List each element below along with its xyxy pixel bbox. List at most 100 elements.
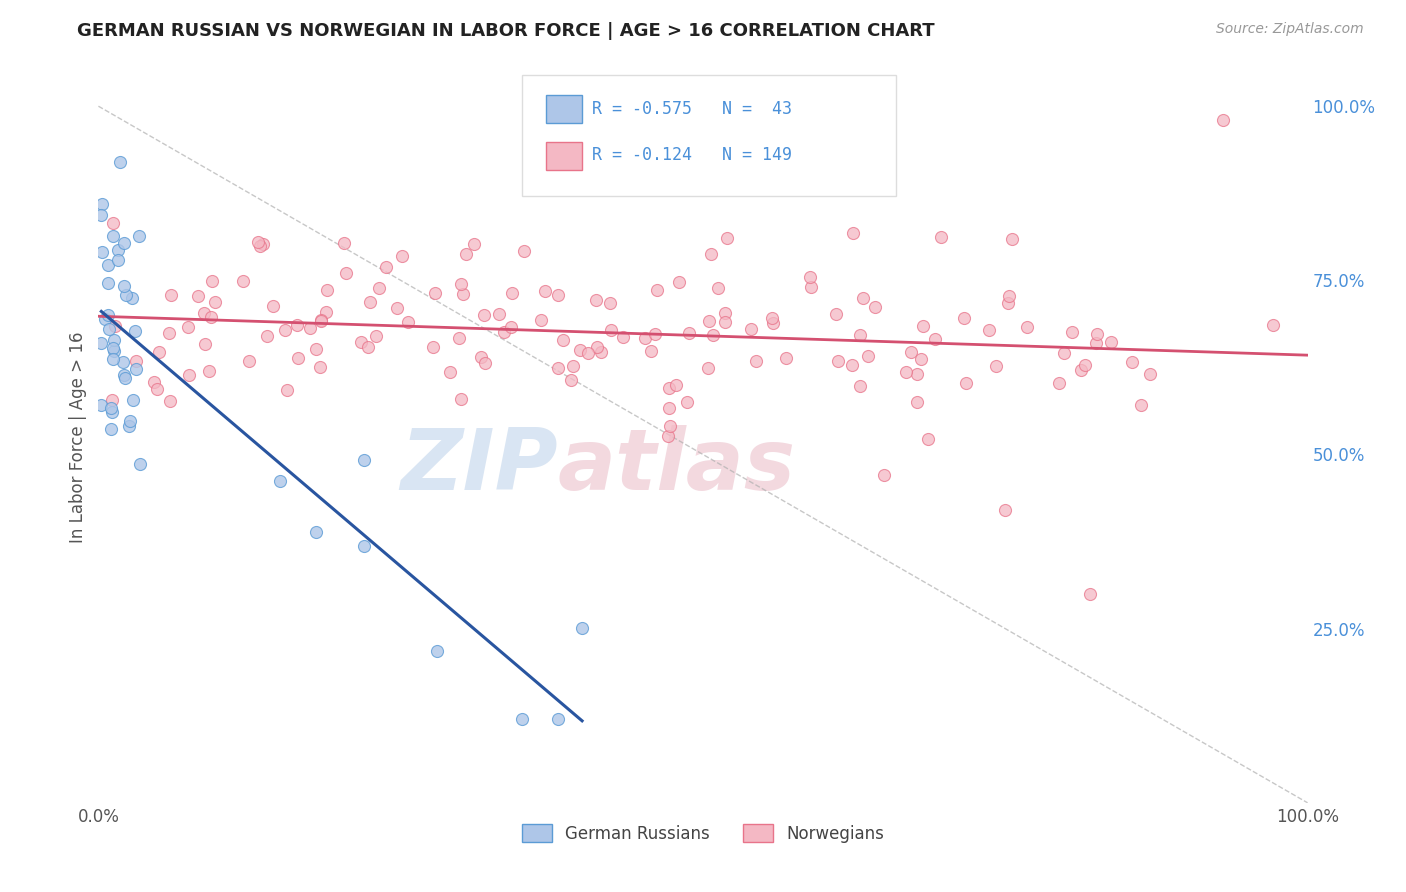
Point — [578, 346, 600, 360]
Point — [612, 329, 634, 343]
Point — [470, 351, 492, 365]
Point — [91, 244, 114, 259]
Point — [762, 316, 785, 330]
Point — [97, 308, 120, 322]
Point — [1070, 362, 1092, 376]
Point — [121, 291, 143, 305]
Point — [696, 361, 718, 376]
Point — [146, 382, 169, 396]
Point — [600, 323, 623, 337]
Point — [353, 539, 375, 553]
Point — [553, 333, 575, 347]
Point — [114, 371, 136, 385]
Point — [114, 288, 136, 302]
Point — [547, 288, 569, 302]
Point — [157, 326, 180, 340]
Point — [100, 422, 122, 436]
Point — [201, 274, 224, 288]
Point — [200, 310, 222, 324]
Point — [305, 524, 328, 539]
Point — [1085, 327, 1108, 342]
Point — [510, 712, 533, 726]
Point — [706, 281, 728, 295]
Point — [160, 288, 183, 302]
Point — [824, 307, 846, 321]
Point — [423, 285, 446, 300]
Point — [198, 364, 221, 378]
Point — [249, 239, 271, 253]
Point — [391, 249, 413, 263]
Point — [108, 155, 131, 169]
Point — [287, 318, 309, 332]
Legend: German Russians, Norwegians: German Russians, Norwegians — [515, 818, 891, 849]
Point — [450, 277, 472, 292]
FancyBboxPatch shape — [546, 143, 582, 170]
Point — [547, 361, 569, 376]
Point — [547, 712, 569, 726]
Point — [1212, 113, 1234, 128]
Point — [530, 313, 553, 327]
Point — [143, 375, 166, 389]
Point — [569, 343, 592, 358]
Point — [644, 327, 666, 342]
Point — [187, 289, 209, 303]
Text: GERMAN RUSSIAN VS NORWEGIAN IN LABOR FORCE | AGE > 16 CORRELATION CHART: GERMAN RUSSIAN VS NORWEGIAN IN LABOR FOR… — [77, 22, 935, 40]
Point — [994, 503, 1017, 517]
Point — [246, 235, 269, 250]
Point — [640, 343, 662, 358]
Point — [586, 341, 609, 355]
Point — [193, 336, 215, 351]
Point — [979, 322, 1001, 336]
Point — [924, 332, 946, 346]
Point — [499, 319, 522, 334]
Point — [599, 296, 621, 310]
Point — [305, 343, 328, 357]
Point — [799, 270, 821, 285]
Point — [761, 311, 783, 326]
Point — [104, 318, 127, 333]
Point — [561, 359, 583, 373]
Point — [454, 246, 477, 260]
Point — [103, 333, 125, 347]
Point — [315, 305, 337, 319]
FancyBboxPatch shape — [546, 95, 582, 122]
Point — [1015, 320, 1038, 334]
Point — [128, 457, 150, 471]
Point — [474, 308, 496, 322]
Point — [103, 344, 125, 359]
Point — [714, 306, 737, 320]
Point — [232, 274, 254, 288]
Point — [335, 266, 357, 280]
Point — [309, 313, 332, 327]
Point — [124, 324, 146, 338]
Point — [449, 331, 471, 345]
Point — [450, 392, 472, 407]
Point — [474, 356, 496, 370]
Point — [90, 398, 112, 412]
Point — [560, 373, 582, 387]
Point — [905, 367, 928, 381]
Point — [492, 325, 515, 339]
Text: ZIP: ZIP — [401, 425, 558, 508]
Point — [375, 260, 398, 274]
Point — [657, 428, 679, 442]
Point — [865, 300, 887, 314]
Point — [396, 315, 419, 329]
Point — [512, 244, 534, 258]
Point — [422, 340, 444, 354]
Point — [501, 285, 523, 300]
Point — [333, 236, 356, 251]
Text: atlas: atlas — [558, 425, 796, 508]
Point — [1139, 368, 1161, 382]
Point — [634, 331, 657, 345]
Point — [800, 280, 823, 294]
Text: Source: ZipAtlas.com: Source: ZipAtlas.com — [1216, 22, 1364, 37]
Point — [159, 393, 181, 408]
Point — [585, 293, 607, 307]
Point — [1261, 318, 1284, 332]
Point — [276, 383, 298, 397]
Point — [114, 279, 136, 293]
Point — [451, 287, 474, 301]
Point — [299, 320, 322, 334]
Point — [193, 306, 215, 320]
